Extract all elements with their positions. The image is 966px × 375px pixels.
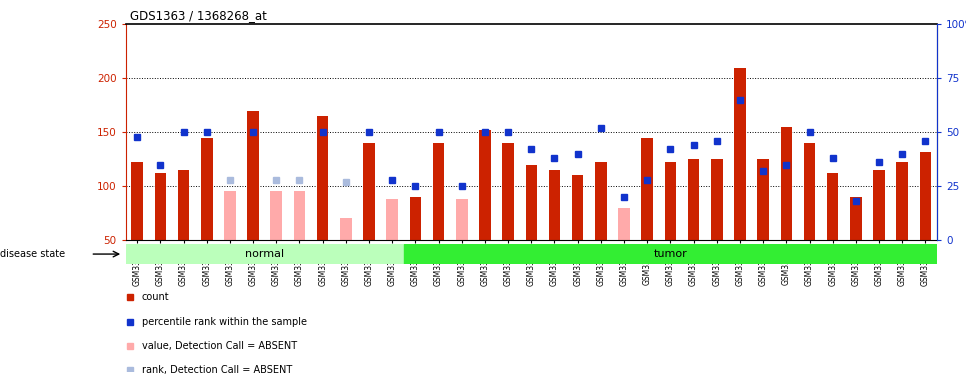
Bar [873,170,885,240]
Text: normal: normal [245,249,284,259]
Bar [479,130,491,240]
Bar [572,176,583,240]
Bar [433,143,444,240]
Bar [665,162,676,240]
Bar [410,197,421,240]
Text: rank, Detection Call = ABSENT: rank, Detection Call = ABSENT [142,365,292,375]
Bar [526,165,537,240]
Bar [549,170,560,240]
Text: value, Detection Call = ABSENT: value, Detection Call = ABSENT [142,341,297,351]
Bar [502,143,514,240]
Bar [363,143,375,240]
Text: GDS1363 / 1368268_at: GDS1363 / 1368268_at [130,9,268,22]
Bar [131,162,143,240]
Bar [201,138,213,240]
Bar [270,192,282,240]
Bar [804,143,815,240]
Bar [224,192,236,240]
Bar [294,192,305,240]
Bar [404,244,937,264]
Bar [711,159,723,240]
Bar [827,173,838,240]
Bar [340,218,352,240]
Bar [595,162,607,240]
Bar [317,116,328,240]
Bar [155,173,166,240]
Bar [247,111,259,240]
Text: count: count [142,292,169,303]
Bar [126,244,404,264]
Bar [781,127,792,240]
Bar [850,197,862,240]
Bar [178,170,189,240]
Bar [641,138,653,240]
Text: tumor: tumor [654,249,687,259]
Bar [688,159,699,240]
Bar [734,68,746,240]
Bar [920,152,931,240]
Bar [757,159,769,240]
Bar [386,199,398,240]
Bar [456,199,468,240]
Text: disease state: disease state [0,249,69,259]
Bar [618,208,630,240]
Bar [896,162,908,240]
Text: percentile rank within the sample: percentile rank within the sample [142,317,307,327]
